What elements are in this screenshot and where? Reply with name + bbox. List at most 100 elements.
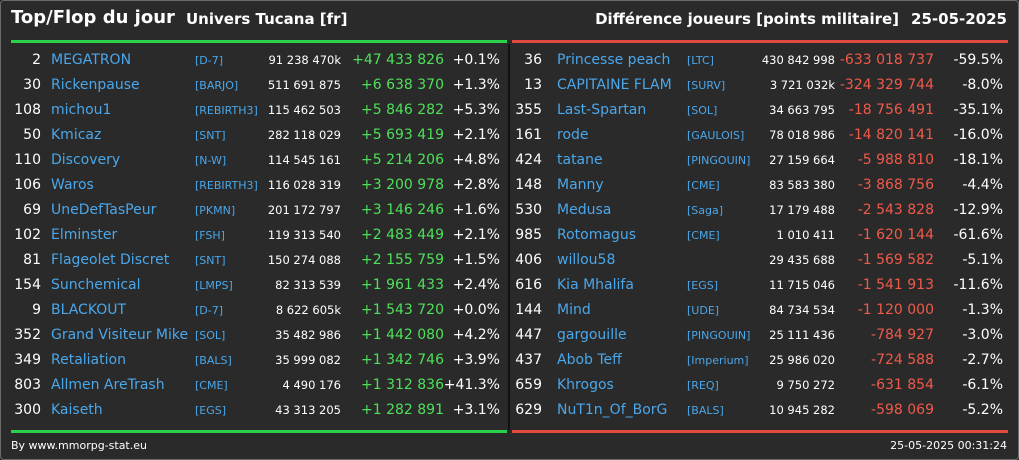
player-name-link[interactable]: Medusa — [557, 202, 612, 218]
percent-change: +1.6% — [452, 202, 500, 218]
player-name-link[interactable]: Princesse peach — [557, 52, 671, 68]
player-points: 17 179 488 — [769, 203, 835, 217]
player-name-link[interactable]: Rotomagus — [557, 227, 636, 243]
player-name-link[interactable]: tatane — [557, 152, 603, 168]
player-name-link[interactable]: Discovery — [51, 152, 121, 168]
player-name-link[interactable]: rode — [557, 127, 589, 143]
alliance-tag: [EGS] — [195, 404, 227, 417]
player-rank: 69 — [23, 202, 41, 218]
player-name-link[interactable]: Khrogos — [557, 377, 614, 393]
top-row: 30 Rickenpause [BARJO] 511 691 875 +6 638 37… — [11, 73, 507, 98]
percent-change: -18.1% — [953, 152, 1003, 168]
player-name-link[interactable]: Last-Spartan — [557, 102, 647, 118]
player-rank: 106 — [14, 177, 41, 193]
alliance-tag: [BARJO] — [195, 79, 239, 92]
alliance-tag: [FSH] — [195, 229, 225, 242]
player-name-link[interactable]: Rickenpause — [51, 77, 140, 93]
alliance-tag: [SOL] — [687, 104, 718, 117]
alliance-tag: [REBIRTH3] — [195, 179, 258, 192]
percent-change: -4.4% — [962, 177, 1003, 193]
alliance-tag: [SURV] — [687, 79, 726, 92]
percent-change: +3.9% — [452, 352, 500, 368]
player-rank: 447 — [515, 327, 542, 343]
points-difference: -598 069 — [871, 402, 934, 418]
points-difference: -18 756 491 — [848, 102, 934, 118]
flop-row: 148 Manny [CME] 83 583 380 -3 868 756 -4.4% — [512, 173, 1008, 198]
player-name-link[interactable]: gargouille — [557, 327, 627, 343]
player-name-link[interactable]: CAPITAINE FLAM — [557, 77, 672, 93]
top-row: 108 michou1 [REBIRTH3] 115 462 503 +5 846 28… — [11, 98, 507, 123]
player-name-link[interactable]: Manny — [557, 177, 604, 193]
player-name-link[interactable]: Abob Teff — [557, 352, 622, 368]
percent-change: -12.9% — [953, 202, 1003, 218]
points-difference: -1 620 144 — [857, 227, 934, 243]
player-points: 8 622 605k — [275, 303, 341, 317]
player-name-link[interactable]: willou58 — [557, 252, 616, 268]
percent-change: +1.3% — [452, 77, 500, 93]
player-rank: 50 — [23, 127, 41, 143]
player-points: 35 482 986 — [275, 328, 341, 342]
player-name-link[interactable]: BLACKOUT — [51, 302, 127, 318]
player-name-link[interactable]: NuT1n_Of_BorG — [557, 402, 668, 418]
top-row: 2 MEGATRON [D-7] 91 238 470k +47 433 826 +0.1… — [11, 48, 507, 73]
percent-change: -6.1% — [962, 377, 1003, 393]
player-points: 25 986 020 — [769, 353, 835, 367]
player-name-link[interactable]: UneDefTasPeur — [51, 202, 157, 218]
points-difference: +3 200 978 — [361, 177, 444, 193]
header-date: 25-05-2025 — [911, 10, 1007, 28]
percent-change: +5.3% — [452, 102, 500, 118]
player-name-link[interactable]: Flageolet Discret — [51, 252, 170, 268]
player-name-link[interactable]: Kaiseth — [51, 402, 103, 418]
points-difference: +3 146 246 — [361, 202, 444, 218]
player-name-link[interactable]: Elminster — [51, 227, 118, 243]
player-rank: 406 — [515, 252, 542, 268]
points-difference: -724 588 — [871, 352, 934, 368]
alliance-tag: [Saga] — [687, 204, 724, 217]
percent-change: -61.6% — [953, 227, 1003, 243]
top-row: 352 Grand Visiteur Mike [SOL] 35 482 986 +1 … — [11, 323, 507, 348]
player-rank: 616 — [515, 277, 542, 293]
player-points: 11 715 046 — [769, 278, 835, 292]
points-difference: -324 329 744 — [839, 77, 934, 93]
player-name-link[interactable]: MEGATRON — [51, 52, 132, 68]
player-points: 29 435 688 — [769, 253, 835, 267]
flop-row: 424 tatane [PINGOUIN] 27 159 664 -5 988 810 -… — [512, 148, 1008, 173]
points-difference: -2 543 828 — [857, 202, 934, 218]
points-difference: +6 638 370 — [361, 77, 444, 93]
player-name-link[interactable]: Mind — [557, 302, 591, 318]
points-difference: +47 433 826 — [352, 52, 444, 68]
flop-row: 985 Rotomagus [CME] 1 010 411 -1 620 144 -61.… — [512, 223, 1008, 248]
points-difference: -784 927 — [871, 327, 934, 343]
page-title: Top/Flop du jour — [11, 7, 175, 28]
player-name-link[interactable]: Grand Visiteur Mike — [51, 327, 189, 343]
flop-row: 629 NuT1n_Of_BorG [BALS] 10 945 282 -598 069… — [512, 398, 1008, 423]
percent-change: -5.2% — [962, 402, 1003, 418]
player-name-link[interactable]: Retaliation — [51, 352, 126, 368]
player-name-link[interactable]: Allmen AreTrash — [51, 377, 165, 393]
player-name-link[interactable]: Kia Mhalifa — [557, 277, 634, 293]
percent-change: -35.1% — [953, 102, 1003, 118]
alliance-tag: [PINGOUIN] — [687, 329, 751, 342]
points-difference: -633 018 737 — [839, 52, 934, 68]
player-rank: 148 — [515, 177, 542, 193]
player-points: 91 238 470k — [268, 53, 341, 67]
player-points: 4 490 176 — [282, 378, 341, 392]
top-row: 300 Kaiseth [EGS] 43 313 205 +1 282 891 +3.1% — [11, 398, 507, 423]
points-difference: -5 988 810 — [857, 152, 934, 168]
player-name-link[interactable]: michou1 — [51, 102, 112, 118]
percent-change: -16.0% — [953, 127, 1003, 143]
alliance-tag: [UDE] — [687, 304, 720, 317]
player-rank: 530 — [515, 202, 542, 218]
flop-row: 437 Abob Teff [Imperium] 25 986 020 -724 588… — [512, 348, 1008, 373]
percent-change: +2.1% — [452, 227, 500, 243]
player-name-link[interactable]: Waros — [51, 177, 94, 193]
percent-change: +4.8% — [452, 152, 500, 168]
footer-timestamp: 25-05-2025 00:31:24 — [890, 439, 1007, 452]
alliance-tag: [PKMN] — [195, 204, 236, 217]
flop-accent-bar — [512, 40, 1008, 43]
alliance-tag: [D-7] — [195, 304, 224, 317]
player-name-link[interactable]: Sunchemical — [51, 277, 141, 293]
player-name-link[interactable]: Kmicaz — [51, 127, 102, 143]
player-points: 34 663 795 — [769, 103, 835, 117]
percent-change: +3.1% — [452, 402, 500, 418]
